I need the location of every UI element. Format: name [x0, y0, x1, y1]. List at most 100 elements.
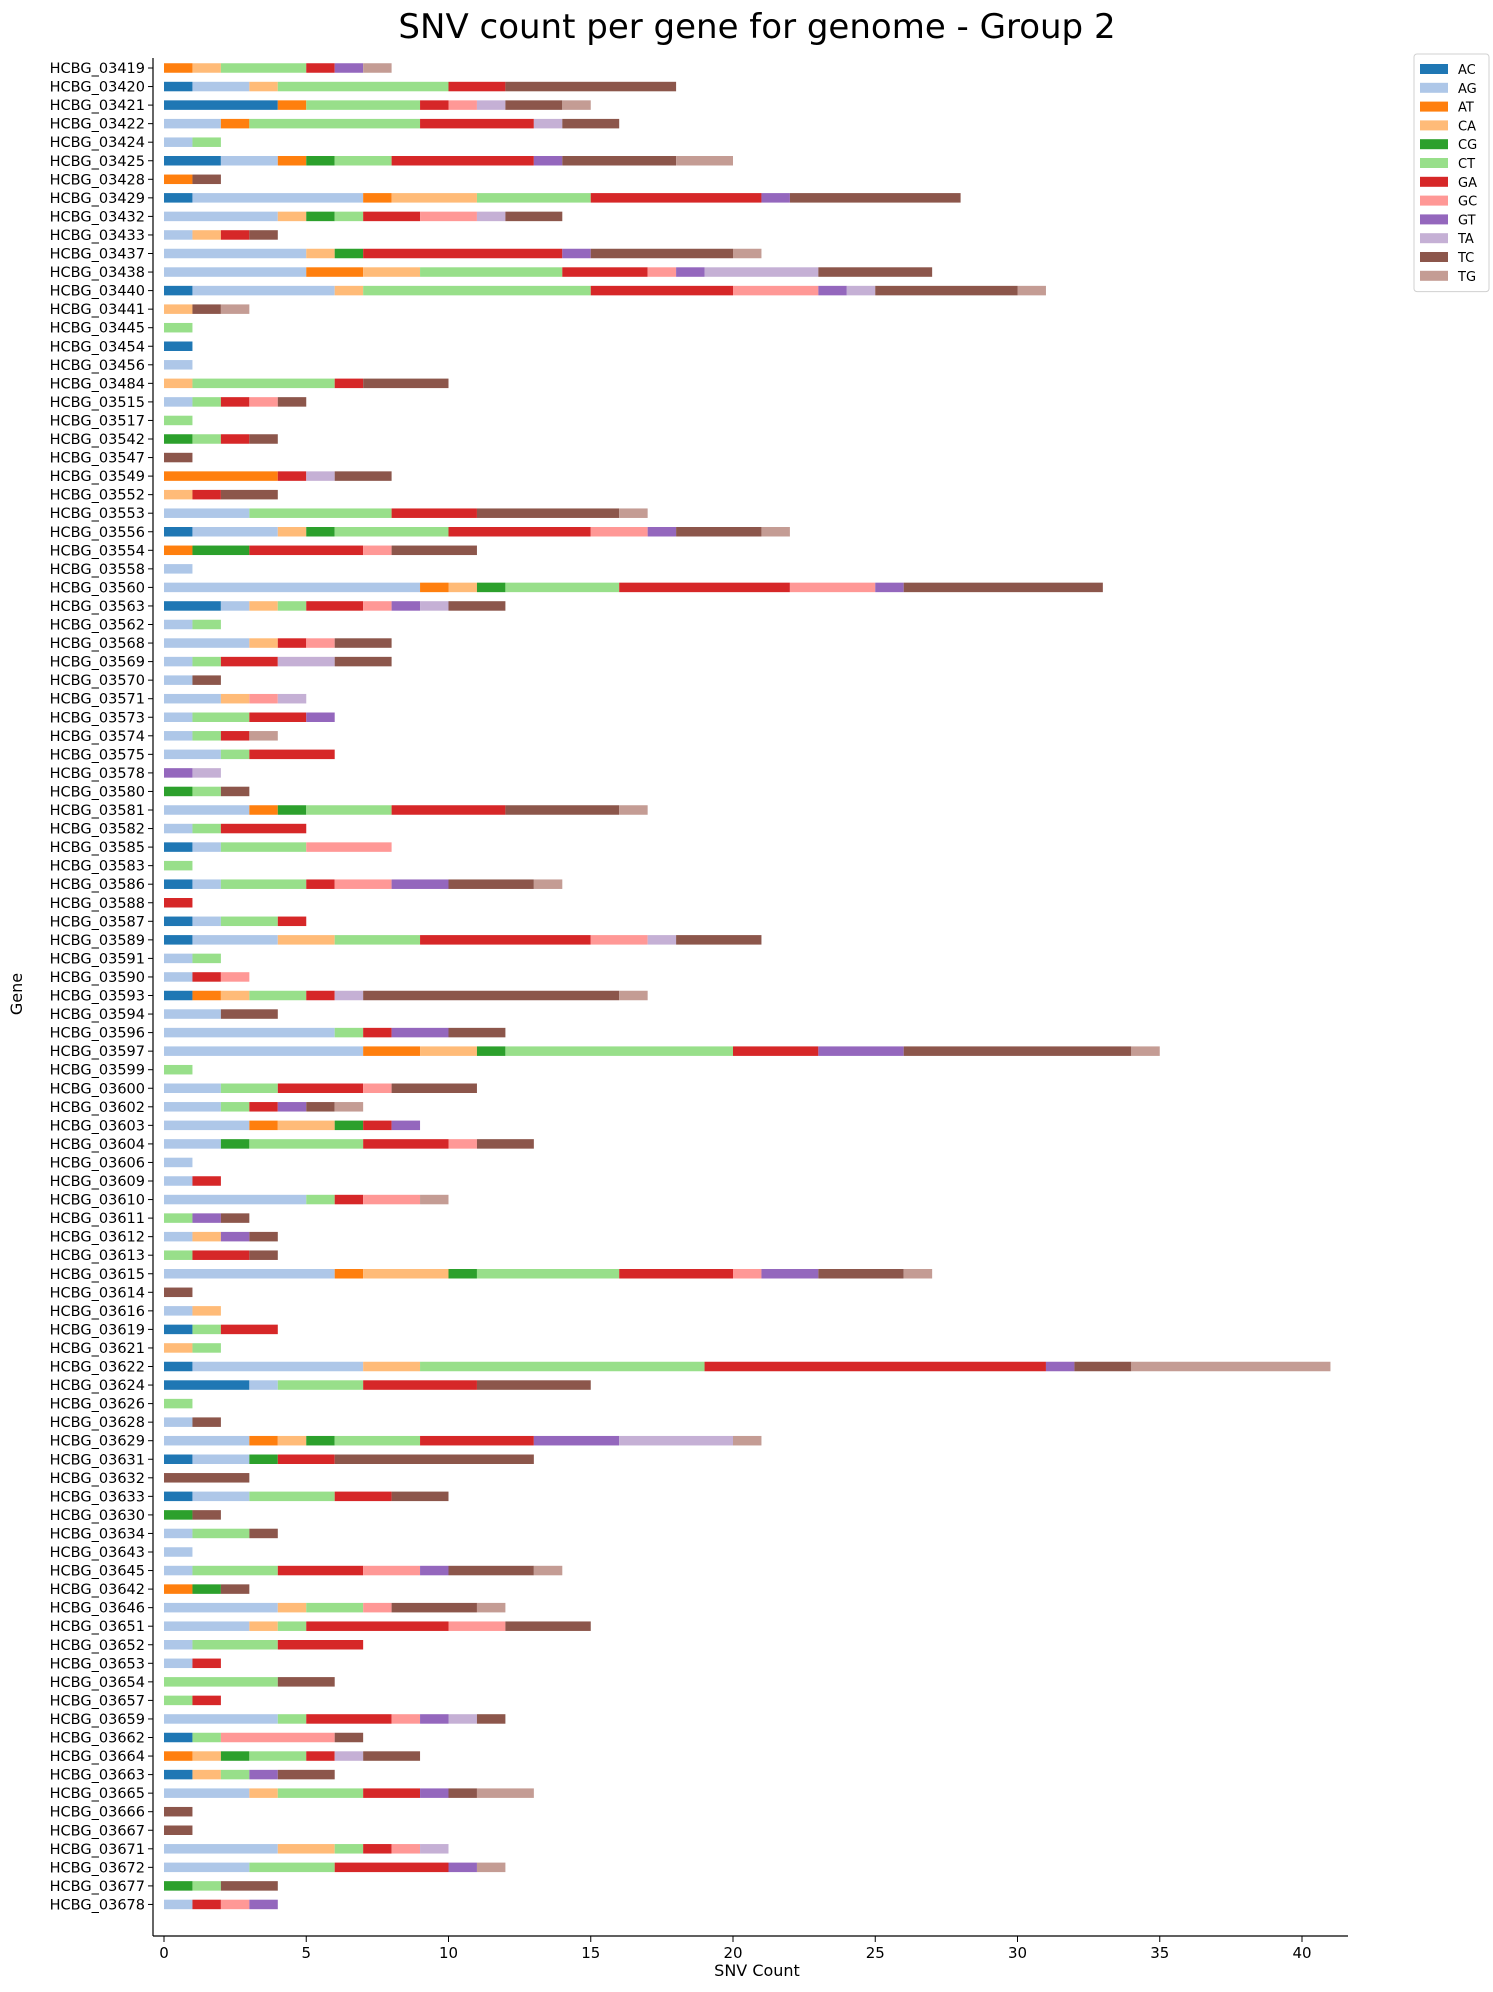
bar-segment-HCBG_03432-GA [363, 211, 421, 222]
bar-segment-HCBG_03664-AT [164, 1751, 193, 1761]
bar-segment-HCBG_03515-CT [192, 397, 221, 407]
bar-segment-HCBG_03619-AC [164, 1324, 193, 1335]
y-tick-label: HCBG_03597 [50, 1044, 145, 1060]
legend-swatch-CA [1420, 120, 1448, 131]
bar-segment-HCBG_03628-TC [192, 1417, 221, 1427]
bar-segment-HCBG_03569-CT [192, 656, 221, 667]
bar-segment-HCBG_03593-TA [334, 990, 364, 1001]
bar-segment-HCBG_03580-CT [192, 786, 221, 797]
bar-segment-HCBG_03593-AT [192, 990, 221, 1001]
bar-segment-HCBG_03440-AC [164, 285, 193, 296]
legend-label-AT: AT [1458, 101, 1474, 116]
bar-segment-HCBG_03484-GA [334, 378, 364, 389]
bar-segment-HCBG_03586-GC [334, 879, 392, 889]
y-tick-label: HCBG_03621 [50, 1341, 145, 1357]
bar-segment-HCBG_03556-AC [164, 527, 193, 537]
bar-segment-HCBG_03597-AG [164, 1046, 364, 1056]
bar-segment-HCBG_03438-AG [164, 267, 307, 277]
bar-segment-HCBG_03597-GA [733, 1046, 819, 1056]
bar-segment-HCBG_03606-AG [164, 1157, 193, 1168]
bar-segment-HCBG_03604-GC [448, 1139, 477, 1149]
y-tick-label: HCBG_03603 [50, 1118, 145, 1134]
y-tick-label: HCBG_03429 [50, 191, 145, 207]
y-tick-label: HCBG_03582 [50, 822, 145, 838]
bar-segment-HCBG_03432-TA [476, 211, 506, 222]
bar-segment-HCBG_03651-GC [448, 1621, 506, 1631]
legend-label-AC: AC [1458, 63, 1476, 78]
bar-segment-HCBG_03633-AC [164, 1491, 193, 1502]
bar-segment-HCBG_03433-GA [220, 230, 250, 240]
bar-segment-HCBG_03634-TC [249, 1528, 278, 1539]
bar-segment-HCBG_03631-TC [334, 1454, 534, 1464]
bar-segment-HCBG_03622-TG [1131, 1361, 1331, 1372]
y-tick-label: HCBG_03604 [50, 1137, 145, 1153]
y-tick-label: HCBG_03651 [50, 1619, 145, 1635]
bar-segment-HCBG_03422-GA [420, 118, 534, 129]
bar-segment-HCBG_03542-CG [164, 434, 193, 444]
bar-segment-HCBG_03419-GT [334, 63, 364, 73]
bar-segment-HCBG_03563-GC [363, 601, 392, 611]
bar-segment-HCBG_03421-TC [505, 100, 563, 110]
bar-segment-HCBG_03563-CA [249, 601, 278, 611]
bar-segment-HCBG_03596-GA [363, 1027, 392, 1038]
bar-segment-HCBG_03624-AC [164, 1380, 250, 1390]
bar-segment-HCBG_03433-TC [249, 230, 278, 240]
bar-segment-HCBG_03438-GA [562, 267, 648, 277]
y-tick-label: HCBG_03425 [50, 154, 145, 170]
bar-segment-HCBG_03591-CT [192, 953, 221, 964]
bar-segment-HCBG_03560-CA [448, 582, 477, 593]
bar-segment-HCBG_03586-TC [448, 879, 534, 889]
legend-swatch-GA [1420, 176, 1448, 187]
y-tick-label: HCBG_03663 [50, 1768, 145, 1784]
bar-segment-HCBG_03552-GA [192, 489, 221, 500]
legend-swatch-CG [1420, 139, 1448, 150]
bar-segment-HCBG_03582-GA [220, 823, 307, 834]
bar-segment-HCBG_03665-GA [363, 1788, 421, 1798]
y-tick-label: HCBG_03634 [50, 1526, 145, 1542]
bar-segment-HCBG_03631-GA [277, 1454, 335, 1464]
bar-segment-HCBG_03609-AG [164, 1176, 193, 1186]
y-tick-label: HCBG_03594 [50, 1007, 145, 1023]
bar-segment-HCBG_03422-AT [220, 118, 250, 129]
bar-segment-HCBG_03585-GC [306, 842, 392, 852]
bar-segment-HCBG_03556-GT [647, 527, 677, 537]
bar-segment-HCBG_03663-GT [249, 1769, 278, 1780]
bar-segment-HCBG_03678-GC [220, 1899, 250, 1910]
y-tick-label: HCBG_03626 [50, 1397, 145, 1413]
y-tick-label: HCBG_03593 [50, 989, 145, 1005]
bar-segment-HCBG_03560-GC [789, 582, 876, 593]
y-tick-label: HCBG_03440 [50, 284, 145, 300]
bar-segment-HCBG_03600-GA [277, 1083, 364, 1093]
bar-segment-HCBG_03542-CT [192, 434, 221, 444]
bar-segment-HCBG_03643-AG [164, 1547, 193, 1557]
bar-segment-HCBG_03586-GT [391, 879, 449, 889]
bar-segment-HCBG_03624-TC [476, 1380, 591, 1390]
bar-segment-HCBG_03515-GA [220, 397, 250, 407]
bar-segment-HCBG_03568-CA [249, 638, 278, 648]
bar-segment-HCBG_03599-CT [164, 1064, 193, 1075]
bar-segment-HCBG_03425-TC [562, 156, 677, 166]
x-tick-label: 30 [1008, 1944, 1027, 1962]
bar-segment-HCBG_03615-CT [476, 1269, 620, 1279]
bar-segment-HCBG_03615-GA [619, 1269, 733, 1279]
y-tick-label: HCBG_03633 [50, 1489, 145, 1505]
y-tick-label: HCBG_03445 [50, 321, 145, 337]
y-tick-label: HCBG_03624 [50, 1378, 145, 1394]
bar-segment-HCBG_03615-CG [448, 1269, 477, 1279]
bar-segment-HCBG_03594-AG [164, 1009, 221, 1019]
bar-segment-HCBG_03429-GA [590, 193, 762, 203]
bar-segment-HCBG_03646-AG [164, 1602, 278, 1613]
bar-segment-HCBG_03667-TC [164, 1825, 193, 1835]
bar-segment-HCBG_03433-AG [164, 230, 193, 240]
bar-segment-HCBG_03422-CT [249, 118, 421, 129]
y-tick-label: HCBG_03456 [50, 358, 145, 374]
bar-segment-HCBG_03569-TC [334, 656, 392, 667]
x-tick-label: 40 [1292, 1944, 1311, 1962]
bar-segment-HCBG_03432-AG [164, 211, 278, 222]
bar-segment-HCBG_03437-CA [306, 248, 335, 259]
bar-segment-HCBG_03589-GA [420, 935, 591, 945]
bar-segment-HCBG_03586-TG [533, 879, 563, 889]
bar-segment-HCBG_03671-CT [334, 1844, 364, 1854]
bar-segment-HCBG_03615-AG [164, 1269, 335, 1279]
bar-segment-HCBG_03665-TG [476, 1788, 534, 1798]
